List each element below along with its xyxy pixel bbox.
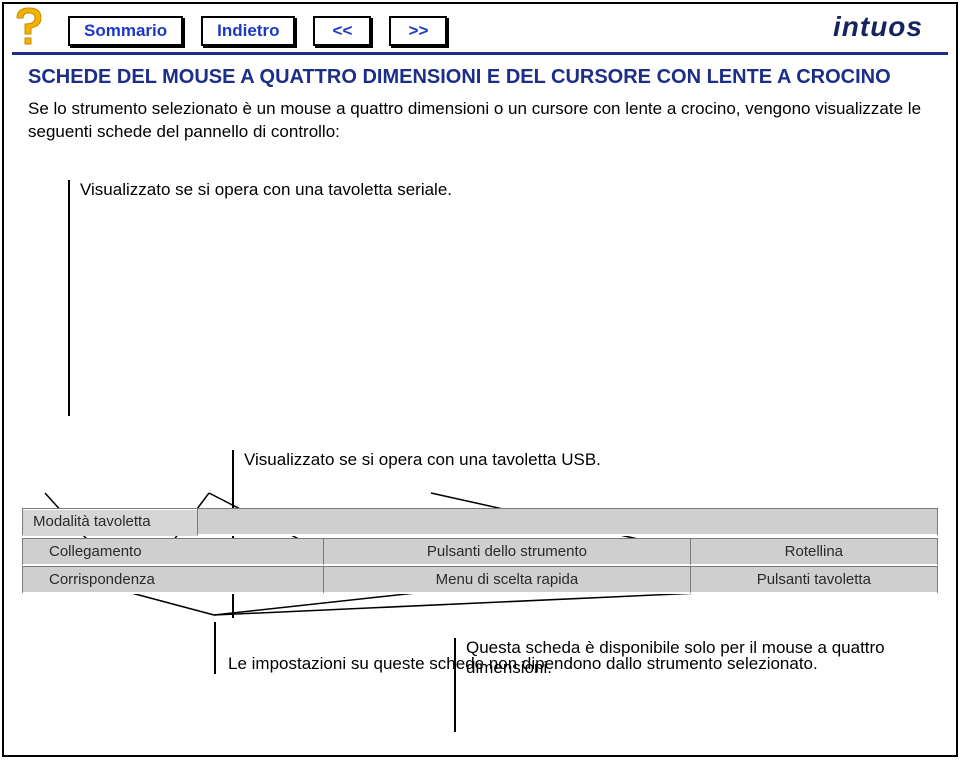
tab-pulsanti-tavoletta[interactable]: Pulsanti tavoletta	[691, 566, 938, 594]
help-icon[interactable]	[6, 6, 50, 46]
tab-row-1: Collegamento Pulsanti dello strumento Ro…	[22, 538, 938, 566]
brand-text: intuos	[833, 11, 923, 43]
callout-line	[214, 622, 216, 674]
callout-text: Visualizzato se si opera con una tavolet…	[244, 450, 601, 470]
tab-row-active: Modalità tavoletta	[22, 508, 938, 538]
tab-collegamento[interactable]: Collegamento	[22, 538, 324, 566]
tab-spacer	[198, 508, 938, 536]
page-content: SCHEDE DEL MOUSE A QUATTRO DIMENSIONI E …	[4, 55, 956, 734]
back-button[interactable]: Indietro	[201, 16, 295, 46]
callout-footer: Le impostazioni su queste schede non dip…	[214, 622, 818, 674]
callout-serial: Visualizzato se si opera con una tavolet…	[68, 180, 932, 416]
top-bar: Sommario Indietro << >> intuos	[4, 4, 956, 48]
callout-text: Visualizzato se si opera con una tavolet…	[80, 180, 452, 200]
app-frame: Sommario Indietro << >> intuos SCHEDE DE…	[2, 2, 958, 757]
tab-corrispondenza[interactable]: Corrispondenza	[22, 566, 324, 594]
tabs-panel: Modalità tavoletta Collegamento Pulsanti…	[22, 508, 938, 594]
prev-button[interactable]: <<	[313, 16, 371, 46]
tab-rotellina[interactable]: Rotellina	[691, 538, 938, 566]
tab-modalita-tavoletta[interactable]: Modalità tavoletta	[22, 508, 198, 536]
tab-menu-scelta-rapida[interactable]: Menu di scelta rapida	[324, 566, 690, 594]
tab-row-2: Corrispondenza Menu di scelta rapida Pul…	[22, 566, 938, 594]
brand-logo: intuos	[808, 6, 948, 48]
next-button[interactable]: >>	[389, 16, 447, 46]
callout-text: Le impostazioni su queste schede non dip…	[228, 654, 818, 674]
tab-pulsanti-strumento[interactable]: Pulsanti dello strumento	[324, 538, 690, 566]
callout-line	[68, 180, 70, 416]
intro-paragraph: Se lo strumento selezionato è un mouse a…	[28, 98, 932, 144]
summary-button[interactable]: Sommario	[68, 16, 183, 46]
page-title: SCHEDE DEL MOUSE A QUATTRO DIMENSIONI E …	[28, 65, 932, 90]
nav-controls: Sommario Indietro << >>	[4, 6, 447, 46]
